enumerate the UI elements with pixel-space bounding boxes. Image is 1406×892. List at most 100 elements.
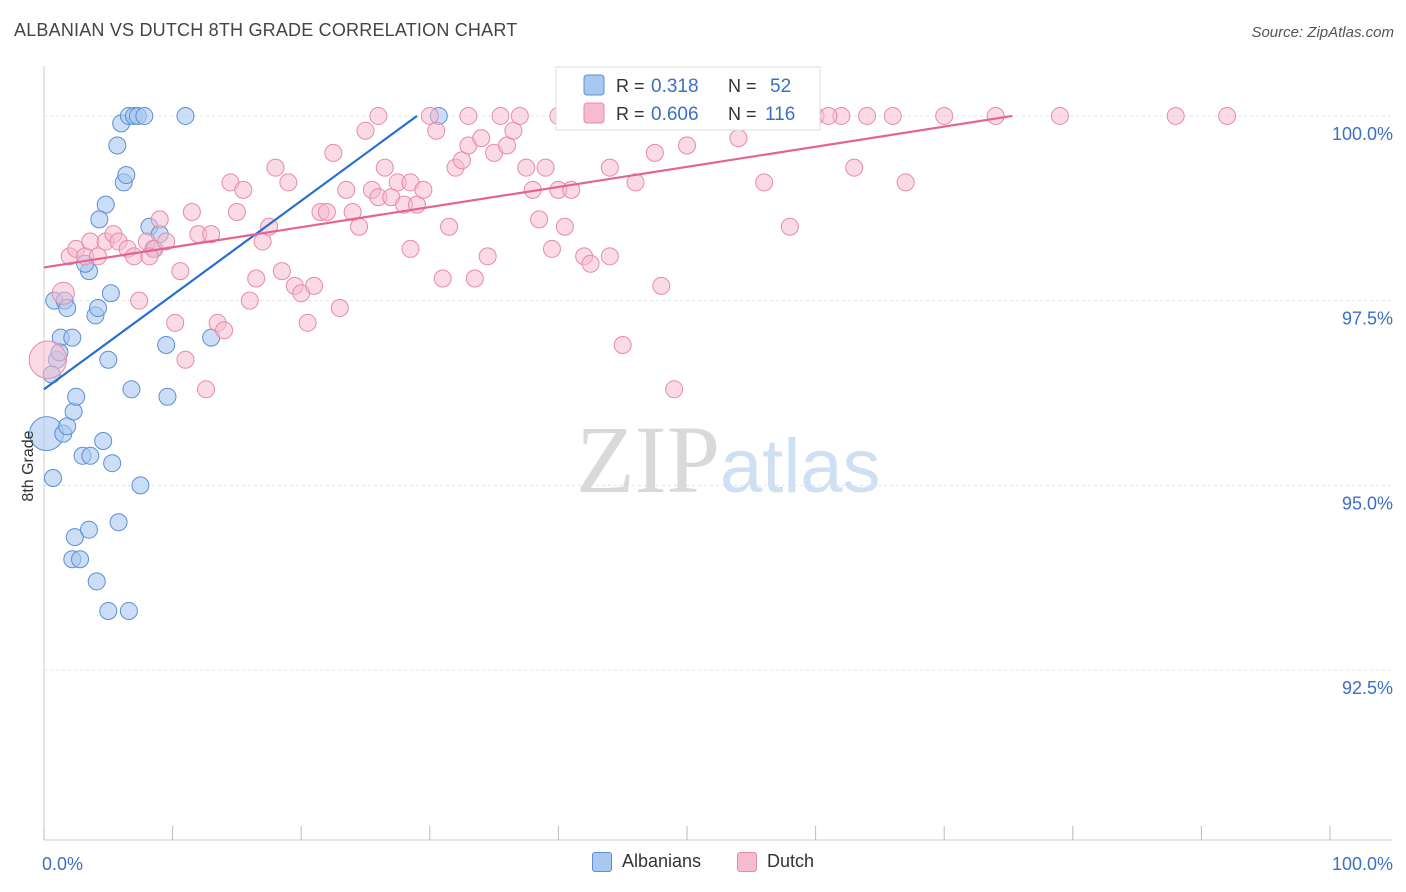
dutch-point-19 (176, 350, 195, 369)
dutch-point-113 (459, 106, 478, 125)
albanians-point-42 (65, 528, 84, 547)
dutch-point-1 (51, 281, 75, 305)
albanians-point-35 (101, 284, 120, 303)
dutch-point-0 (28, 340, 68, 379)
dutch-point-75 (530, 210, 549, 229)
source-label: Source: ZipAtlas.com (1251, 24, 1394, 41)
dutch-point-104 (645, 143, 664, 162)
dutch-points (28, 106, 1237, 399)
dutch-point-103 (600, 158, 619, 177)
albanians-point-34 (99, 350, 118, 369)
dutch-point-41 (317, 202, 336, 221)
dutch-point-59 (427, 121, 446, 140)
tick-labels: 100.0% 97.5% 95.0% 92.5% 0.0% 100.0% (42, 124, 1393, 874)
albanians-point-28 (135, 106, 154, 125)
dutch-point-95 (845, 158, 864, 177)
dutch-point-57 (414, 180, 433, 199)
legend-r-value-albanians: 0.318 (651, 76, 699, 97)
albanians-point-39 (94, 432, 113, 451)
dutch-point-65 (465, 269, 484, 288)
y-axis-label: 8th Grade (20, 430, 37, 501)
legend-r-label-albanians: R = (616, 76, 645, 96)
y-tick-label-2: 95.0% (1342, 493, 1393, 513)
dutch-point-88 (678, 136, 696, 155)
dutch-point-90 (729, 129, 748, 148)
chart-title: ALBANIAN VS DUTCH 8TH GRADE CORRELATION … (14, 20, 518, 40)
x-tick-label-1: 100.0% (1332, 854, 1393, 874)
grid-lines (44, 115, 1392, 671)
dutch-point-34 (272, 262, 291, 281)
dutch-point-6 (89, 247, 108, 266)
dutch-point-87 (652, 276, 671, 295)
albanians-point-20 (90, 210, 109, 229)
legend-swatch-dutch-bottom (737, 851, 758, 872)
legend-swatch-dutch (583, 102, 605, 124)
dutch-point-110 (858, 106, 877, 125)
albanians-point-40 (103, 454, 122, 473)
dutch-point-82 (581, 254, 600, 273)
legend-r-value-dutch: 0.606 (651, 104, 699, 125)
trend-lines (43, 114, 1013, 391)
dutch-point-85 (613, 335, 632, 354)
axes (43, 66, 1392, 841)
legend-label-albanians: Albanians (621, 851, 702, 871)
dutch-point-15 (150, 210, 169, 229)
albanians-point-41 (131, 476, 150, 495)
watermark-atlas: atlas (720, 424, 881, 509)
albanians-point-38 (158, 387, 177, 406)
dutch-point-42 (324, 143, 343, 162)
dutch-point-43 (330, 299, 349, 318)
dutch-point-101 (1218, 106, 1237, 125)
dutch-point-73 (517, 158, 536, 177)
dutch-point-99 (1050, 106, 1069, 125)
dutch-point-67 (478, 247, 497, 266)
dutch-point-72 (510, 106, 529, 125)
legend-n-value-dutch: 116 (765, 104, 795, 125)
legend-swatch-albanians (583, 74, 605, 96)
albanians-point-14 (81, 446, 100, 465)
legend-swatch-albanians-bottom (591, 851, 612, 872)
watermark-zip: ZIP (576, 406, 720, 513)
albanians-point-4 (44, 468, 63, 487)
albanians-point-32 (176, 106, 195, 125)
dutch-point-96 (883, 106, 902, 125)
dutch-point-69 (491, 106, 510, 125)
dutch-point-91 (755, 173, 774, 192)
dutch-point-92 (780, 217, 799, 236)
y-tick-label-3: 92.5% (1342, 678, 1393, 698)
albanians-point-7 (64, 402, 83, 421)
legend-n-label-albanians: N = (728, 76, 757, 96)
dutch-point-97 (935, 106, 954, 125)
albanians-point-8 (67, 387, 86, 406)
dutch-point-20 (182, 202, 201, 221)
dutch-point-109 (819, 106, 838, 125)
dutch-point-23 (202, 225, 221, 244)
dutch-point-50 (375, 158, 394, 177)
dutch-point-17 (166, 313, 185, 332)
albanians-point-48 (99, 601, 118, 620)
dutch-point-11 (125, 247, 144, 266)
dutch-point-79 (555, 217, 574, 236)
dutch-point-76 (536, 158, 555, 177)
dutch-point-25 (215, 321, 234, 340)
albanians-point-12 (63, 328, 82, 347)
dutch-point-29 (240, 291, 259, 310)
legend-label-dutch: Dutch (767, 851, 815, 871)
dutch-point-84 (600, 247, 619, 266)
albanians-point-45 (80, 520, 99, 539)
legend-item-dutch[interactable]: Dutch (737, 851, 814, 872)
dutch-point-5 (81, 232, 100, 251)
legend-item-albanians[interactable]: Albanians (591, 851, 702, 872)
dutch-point-77 (542, 239, 561, 258)
dutch-point-33 (266, 158, 285, 177)
albanians-point-47 (109, 513, 128, 532)
albanians-point-49 (119, 601, 138, 620)
albanians-point-46 (87, 572, 106, 591)
dutch-point-98 (986, 106, 1005, 125)
stats-legend-box: R = 0.318 N = 52 R = 0.606 N = 116 (555, 66, 821, 131)
dutch-point-47 (356, 121, 375, 140)
albanians-point-21 (108, 136, 127, 155)
albanians-point-37 (157, 335, 176, 354)
y-tick-label-1: 97.5% (1342, 309, 1393, 329)
